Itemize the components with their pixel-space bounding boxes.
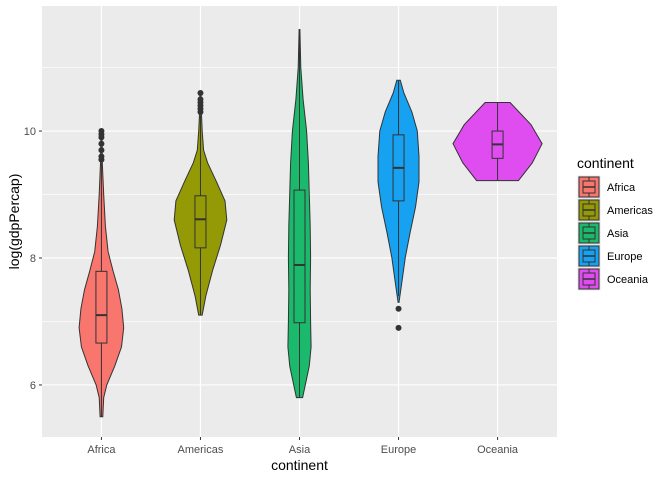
x-tick-label: Americas [178,444,224,456]
boxplot-box [95,270,108,344]
outlier-point [395,305,402,312]
legend-label: Asia [607,228,629,240]
outlier-point [197,96,204,103]
legend-label: Africa [607,182,636,194]
x-axis-title: continent [271,457,328,473]
legend-label: Europe [607,251,642,263]
y-tick-label: 6 [30,380,36,392]
legend-label: Oceania [607,274,649,286]
outlier-point [98,147,105,154]
outlier-point [197,89,204,96]
outlier-point [98,153,105,160]
outlier-point [98,128,105,135]
x-tick-label: Africa [87,444,116,456]
y-tick-label: 8 [30,253,36,265]
boxplot-box [194,195,207,249]
legend-title: continent [577,155,634,171]
x-tick-label: Europe [381,444,416,456]
y-tick-label: 10 [24,126,36,138]
legend-label: Americas [607,205,653,217]
outlier-point [98,140,105,147]
outlier-point [395,324,402,331]
y-axis-title: log(gdpPercap) [6,174,22,270]
x-tick-label: Asia [289,444,311,456]
x-tick-label: Oceania [477,444,519,456]
boxplot-box [293,189,306,324]
